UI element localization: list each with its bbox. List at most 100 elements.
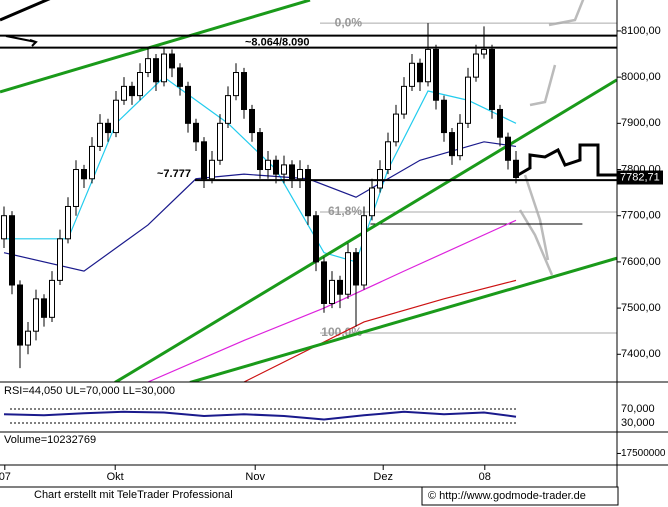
candle-body <box>425 48 431 83</box>
candle-body <box>505 136 511 161</box>
candle-body <box>249 108 255 134</box>
y-tick-label: 7700,00 <box>621 210 661 222</box>
candle-body <box>41 298 47 318</box>
candle-body <box>225 95 231 124</box>
candle-body <box>401 85 407 115</box>
volume-label: Volume=10232769 <box>4 434 96 446</box>
candle-body <box>385 141 391 171</box>
forecast-path <box>517 143 617 177</box>
y-tick-label: 7400,00 <box>621 348 661 360</box>
candle-body <box>209 159 215 180</box>
candle-body <box>233 72 239 97</box>
resistance-label: ~8.064/8.090 <box>245 36 310 48</box>
fib-label: 61,8% <box>328 204 362 218</box>
candle-body <box>433 48 439 101</box>
y-tick-label: 8000,00 <box>621 71 661 83</box>
credit: Chart erstellt mit TeleTrader Profession… <box>34 489 233 501</box>
candle-body <box>49 279 55 318</box>
candle-body <box>241 72 247 110</box>
candle-body <box>57 238 63 281</box>
candle-body <box>137 72 143 97</box>
rsi-label: RSI=44,050 UL=70,000 LL=30,000 <box>4 385 175 397</box>
arrow <box>5 35 38 47</box>
candle-body <box>65 205 71 240</box>
candle-body <box>257 132 263 171</box>
moving-average <box>243 279 517 382</box>
candle-body <box>449 132 455 157</box>
candle-body <box>217 122 223 161</box>
candle-body <box>513 159 519 179</box>
source: © http://www.godmode-trader.de <box>428 490 586 502</box>
candle-body <box>73 169 79 207</box>
candle-body <box>361 215 367 286</box>
candle-body <box>497 108 503 138</box>
support-label: ~7.777 <box>157 168 191 180</box>
fib-label: 0,0% <box>335 15 363 29</box>
candle-body <box>89 145 95 180</box>
rsi-line <box>3 410 517 421</box>
candle-body <box>457 122 463 157</box>
candle-body <box>441 99 447 134</box>
candle-body <box>353 252 359 286</box>
candle-body <box>337 279 343 295</box>
candle-body <box>97 122 103 147</box>
candle-body <box>305 169 311 217</box>
candle-body <box>377 169 383 189</box>
candle-body <box>369 187 375 217</box>
y-tick-label: 8100,00 <box>621 25 661 37</box>
x-tick-label: Nov <box>245 471 265 483</box>
source-box <box>421 486 619 506</box>
candle-body <box>169 53 175 69</box>
candle-body <box>489 48 495 110</box>
candle-body <box>345 252 351 295</box>
y-tick-label: 7900,00 <box>621 117 661 129</box>
candle-body <box>113 99 119 134</box>
candle-body <box>9 215 15 286</box>
candle-body <box>329 279 335 304</box>
candle-body <box>153 58 159 83</box>
candle-body <box>161 53 167 83</box>
projection-arrows <box>518 0 585 276</box>
x-tick-label: Dez <box>373 471 393 483</box>
x-tick-label: 07 <box>0 471 11 483</box>
last-price-box <box>617 170 663 185</box>
y-tick-label: 7500,00 <box>621 302 661 314</box>
candle-body <box>465 76 471 124</box>
candle-body <box>481 48 487 55</box>
last-price-label: 7782,71 <box>620 171 660 183</box>
x-tick-label: Okt <box>107 471 124 483</box>
candle-body <box>105 122 111 134</box>
candle-body <box>177 67 183 87</box>
candle-body <box>1 215 7 240</box>
candle-body <box>273 159 279 175</box>
candle-body <box>17 284 23 346</box>
candle-body <box>193 122 199 143</box>
trend-line <box>189 256 617 382</box>
candle-body <box>185 85 191 124</box>
volume-tick-label: 17500000 <box>621 448 666 459</box>
candle-body <box>265 159 271 171</box>
candle-body <box>417 62 423 83</box>
candle-body <box>25 330 31 346</box>
y-tick-label: 7600,00 <box>621 256 661 268</box>
candle-body <box>33 298 39 332</box>
trend-line <box>0 0 311 94</box>
x-tick-label: 08 <box>479 471 491 483</box>
candle-body <box>409 62 415 87</box>
candle-body <box>129 85 135 97</box>
rsi-tick-label: 30,000 <box>621 417 655 429</box>
candle-body <box>393 113 399 143</box>
candle-body <box>281 164 287 175</box>
candle-body <box>289 164 295 180</box>
candle-body <box>201 141 207 180</box>
candle-body <box>321 261 327 304</box>
price-panel: 0,0%61,8%100,0%~8.064/8.090~7.777 <box>0 0 617 382</box>
rsi-tick-label: 70,000 <box>621 403 655 415</box>
channel-line <box>0 0 51 22</box>
candle-body <box>473 53 479 78</box>
candle-body <box>145 58 151 74</box>
candle-body <box>121 85 127 101</box>
candle-body <box>297 169 303 180</box>
